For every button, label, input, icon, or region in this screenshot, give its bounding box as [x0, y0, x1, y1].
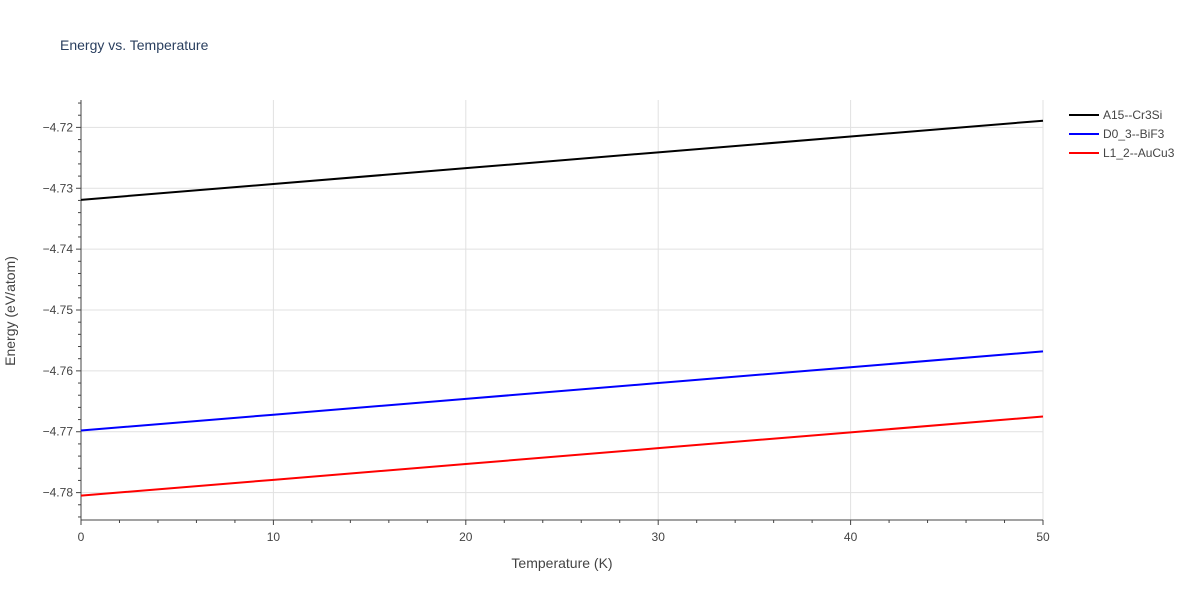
- x-tick-label: 40: [844, 530, 858, 544]
- grid: [81, 100, 1044, 520]
- series-line: [80, 119, 1044, 201]
- legend[interactable]: A15--Cr3Si D0_3--BiF3 L1_2--AuCu3: [1069, 108, 1175, 160]
- x-axis-title: Temperature (K): [511, 555, 612, 571]
- x-tick-label: 0: [78, 530, 85, 544]
- x-tick-label: 30: [652, 530, 666, 544]
- legend-label: A15--Cr3Si: [1103, 108, 1162, 122]
- legend-label: D0_3--BiF3: [1103, 127, 1165, 141]
- legend-item[interactable]: L1_2--AuCu3: [1069, 146, 1175, 160]
- legend-label: L1_2--AuCu3: [1103, 146, 1175, 160]
- y-tick-label: −4.73: [43, 181, 74, 195]
- x-tick-label: 50: [1036, 530, 1050, 544]
- axes: [76, 100, 1044, 525]
- y-tick-label: −4.78: [43, 486, 74, 500]
- series-line: [80, 350, 1044, 432]
- x-tick-label: 10: [267, 530, 281, 544]
- series-lines: [80, 119, 1044, 497]
- y-tick-label: −4.76: [43, 364, 74, 378]
- legend-item[interactable]: D0_3--BiF3: [1069, 127, 1165, 141]
- x-tick-label: 20: [459, 530, 473, 544]
- y-tick-label: −4.75: [43, 303, 74, 317]
- y-axis-title: Energy (eV/atom): [2, 256, 18, 366]
- y-tick-label: −4.72: [43, 120, 74, 134]
- legend-item[interactable]: A15--Cr3Si: [1069, 108, 1162, 122]
- y-tick-label: −4.77: [43, 425, 74, 439]
- tick-labels: 0 10 20 30 40 50 −4.78 −4.77 −4.76 −4.75 −4.74 −4.7…: [43, 120, 1050, 544]
- series-line: [80, 415, 1044, 497]
- chart-title: Energy vs. Temperature: [60, 37, 209, 53]
- y-tick-label: −4.74: [43, 242, 74, 256]
